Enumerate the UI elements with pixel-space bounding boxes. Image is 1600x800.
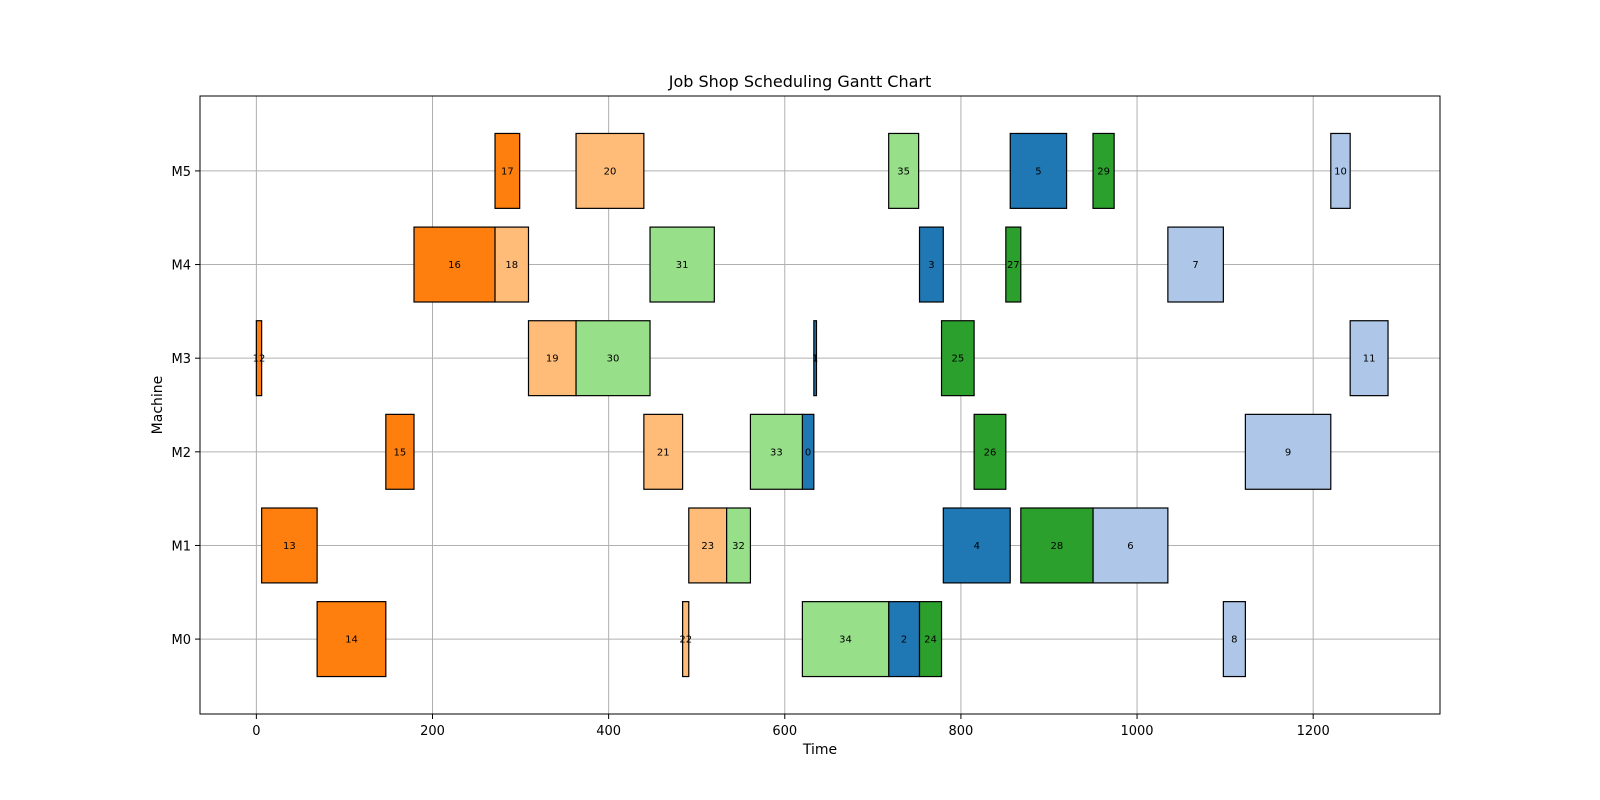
task-labels: 0123456789101112131415161718192021222324… — [253, 166, 1376, 645]
x-tick-label: 0 — [252, 724, 260, 739]
task-label-33: 33 — [770, 447, 783, 458]
task-bar-31 — [649, 226, 715, 303]
task-label-28: 28 — [1051, 541, 1064, 552]
task-label-13: 13 — [283, 541, 296, 552]
chart-title: Job Shop Scheduling Gantt Chart — [668, 72, 932, 91]
task-label-1: 1 — [812, 354, 818, 365]
task-bar-34 — [801, 601, 890, 678]
task-bar-33 — [749, 413, 803, 490]
task-label-31: 31 — [676, 260, 689, 271]
task-label-25: 25 — [951, 354, 964, 365]
task-bar-30 — [575, 320, 651, 397]
task-label-8: 8 — [1231, 635, 1237, 646]
task-bar-32 — [726, 507, 752, 584]
task-bar-10 — [1330, 132, 1351, 209]
task-bar-15 — [385, 413, 415, 490]
y-tick-label: M0 — [172, 633, 192, 648]
task-bars — [255, 132, 1389, 678]
task-bar-7 — [1167, 226, 1224, 303]
task-bar-4 — [942, 507, 1011, 584]
grid-lines — [200, 96, 1440, 714]
task-bar-14 — [316, 601, 387, 678]
task-label-27: 27 — [1007, 260, 1020, 271]
task-label-5: 5 — [1035, 166, 1041, 177]
y-tick-label: M5 — [172, 165, 192, 180]
task-bar-22 — [682, 601, 690, 678]
task-label-32: 32 — [732, 541, 745, 552]
y-axis-ticks: M0 M1 M2 M3 M4 M5 — [172, 165, 200, 648]
task-bar-18 — [494, 226, 530, 303]
task-label-34: 34 — [839, 635, 852, 646]
task-label-4: 4 — [974, 541, 980, 552]
task-bar-27 — [1005, 226, 1022, 303]
x-tick-label: 1000 — [1120, 724, 1153, 739]
task-label-18: 18 — [505, 260, 518, 271]
task-bar-1 — [813, 320, 818, 397]
task-label-29: 29 — [1097, 166, 1110, 177]
y-tick-label: M3 — [172, 352, 192, 367]
task-bar-28 — [1020, 507, 1094, 584]
task-bar-25 — [940, 320, 975, 397]
x-tick-label: 1200 — [1297, 724, 1330, 739]
task-label-2: 2 — [901, 635, 907, 646]
task-label-26: 26 — [984, 447, 997, 458]
task-label-30: 30 — [607, 354, 620, 365]
plot-frame — [199, 95, 1441, 715]
task-bar-3 — [918, 226, 944, 303]
task-label-17: 17 — [501, 166, 514, 177]
task-bar-8 — [1222, 601, 1246, 678]
task-bar-12 — [255, 320, 263, 397]
task-label-14: 14 — [345, 635, 358, 646]
y-tick-label: M2 — [172, 446, 192, 461]
task-label-15: 15 — [394, 447, 407, 458]
task-label-21: 21 — [657, 447, 670, 458]
task-bar-29 — [1092, 132, 1115, 209]
task-bar-16 — [413, 226, 496, 303]
task-bar-17 — [494, 132, 521, 209]
task-label-9: 9 — [1285, 447, 1291, 458]
task-label-16: 16 — [448, 260, 461, 271]
task-bar-23 — [688, 507, 728, 584]
task-bar-2 — [888, 601, 921, 678]
x-axis-ticks: 0 200 400 600 800 1000 1200 — [252, 714, 1330, 739]
task-label-24: 24 — [924, 635, 937, 646]
task-label-7: 7 — [1192, 260, 1198, 271]
x-tick-label: 800 — [948, 724, 973, 739]
task-bar-19 — [527, 320, 577, 397]
task-bar-6 — [1092, 507, 1169, 584]
x-axis-label: Time — [802, 742, 837, 758]
task-label-23: 23 — [701, 541, 714, 552]
task-label-35: 35 — [897, 166, 910, 177]
task-bar-5 — [1009, 132, 1068, 209]
task-label-20: 20 — [604, 166, 617, 177]
task-label-3: 3 — [928, 260, 934, 271]
x-tick-label: 200 — [420, 724, 445, 739]
x-tick-label: 600 — [772, 724, 797, 739]
y-axis-label: Machine — [150, 376, 166, 435]
task-bar-21 — [643, 413, 684, 490]
task-label-11: 11 — [1363, 354, 1376, 365]
y-tick-label: M1 — [172, 539, 192, 554]
task-bar-35 — [888, 132, 920, 209]
task-label-19: 19 — [546, 354, 559, 365]
task-label-6: 6 — [1127, 541, 1133, 552]
task-bar-13 — [261, 507, 318, 584]
task-label-22: 22 — [679, 635, 692, 646]
task-label-12: 12 — [253, 354, 266, 365]
task-label-10: 10 — [1334, 166, 1347, 177]
task-bar-26 — [973, 413, 1007, 490]
task-label-0: 0 — [805, 447, 811, 458]
task-bar-9 — [1244, 413, 1332, 490]
x-tick-label: 400 — [596, 724, 621, 739]
task-bar-11 — [1349, 320, 1389, 397]
task-bar-20 — [575, 132, 645, 209]
task-bar-24 — [918, 601, 943, 678]
y-tick-label: M4 — [172, 259, 192, 274]
